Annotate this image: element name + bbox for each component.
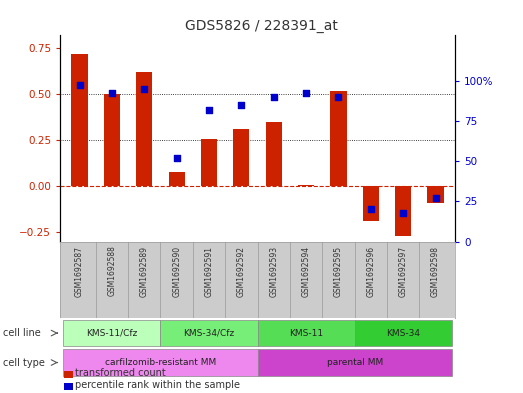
Point (334, 94, 343, 100)
Text: carfilzomib-resistant MM: carfilzomib-resistant MM (105, 358, 216, 367)
Text: KMS-11: KMS-11 (289, 329, 323, 338)
Point (367, 206, 375, 213)
Bar (427, 186, 444, 203)
Bar (72, 54, 88, 186)
Point (302, 90, 310, 97)
Bar (355, 320, 452, 346)
Bar (257, 320, 355, 346)
Bar (136, 72, 152, 186)
Text: KMS-34: KMS-34 (386, 329, 420, 338)
Text: GSM1692598: GSM1692598 (431, 246, 440, 297)
Text: GDS5826 / 228391_at: GDS5826 / 228391_at (185, 18, 338, 33)
Bar (233, 129, 249, 186)
Point (399, 209, 407, 216)
Text: cell line: cell line (3, 328, 40, 338)
Text: transformed count: transformed count (75, 368, 166, 378)
Point (431, 195, 440, 201)
Bar (168, 172, 185, 186)
Point (269, 94, 278, 100)
Bar (257, 349, 452, 376)
Point (237, 101, 246, 108)
Text: GSM1692595: GSM1692595 (334, 246, 343, 297)
Text: GSM1692593: GSM1692593 (269, 246, 278, 297)
Bar (161, 320, 258, 346)
Text: percentile rank within the sample: percentile rank within the sample (75, 380, 240, 390)
Point (173, 155, 181, 161)
Text: GSM1692590: GSM1692590 (172, 246, 181, 297)
Text: KMS-34/Cfz: KMS-34/Cfz (184, 329, 235, 338)
Text: GSM1692596: GSM1692596 (366, 246, 376, 297)
Point (140, 85, 149, 92)
Point (75, 82, 84, 88)
Text: GSM1692588: GSM1692588 (107, 246, 117, 296)
Point (205, 107, 213, 113)
Text: GSM1692591: GSM1692591 (204, 246, 213, 297)
Text: GSM1692594: GSM1692594 (302, 246, 311, 297)
Bar (63, 320, 161, 346)
Bar (363, 186, 379, 221)
Text: parental MM: parental MM (326, 358, 383, 367)
Bar (104, 94, 120, 186)
Text: KMS-11/Cfz: KMS-11/Cfz (86, 329, 138, 338)
Bar (298, 185, 314, 186)
Text: GSM1692597: GSM1692597 (399, 246, 408, 297)
Text: GSM1692592: GSM1692592 (237, 246, 246, 297)
Point (108, 90, 116, 97)
Bar (331, 91, 347, 186)
Text: GSM1692587: GSM1692587 (75, 246, 84, 297)
Bar (266, 122, 282, 186)
Text: cell type: cell type (3, 358, 44, 368)
Text: GSM1692589: GSM1692589 (140, 246, 149, 297)
Bar (201, 138, 217, 186)
Bar (63, 349, 258, 376)
Bar (395, 186, 411, 236)
